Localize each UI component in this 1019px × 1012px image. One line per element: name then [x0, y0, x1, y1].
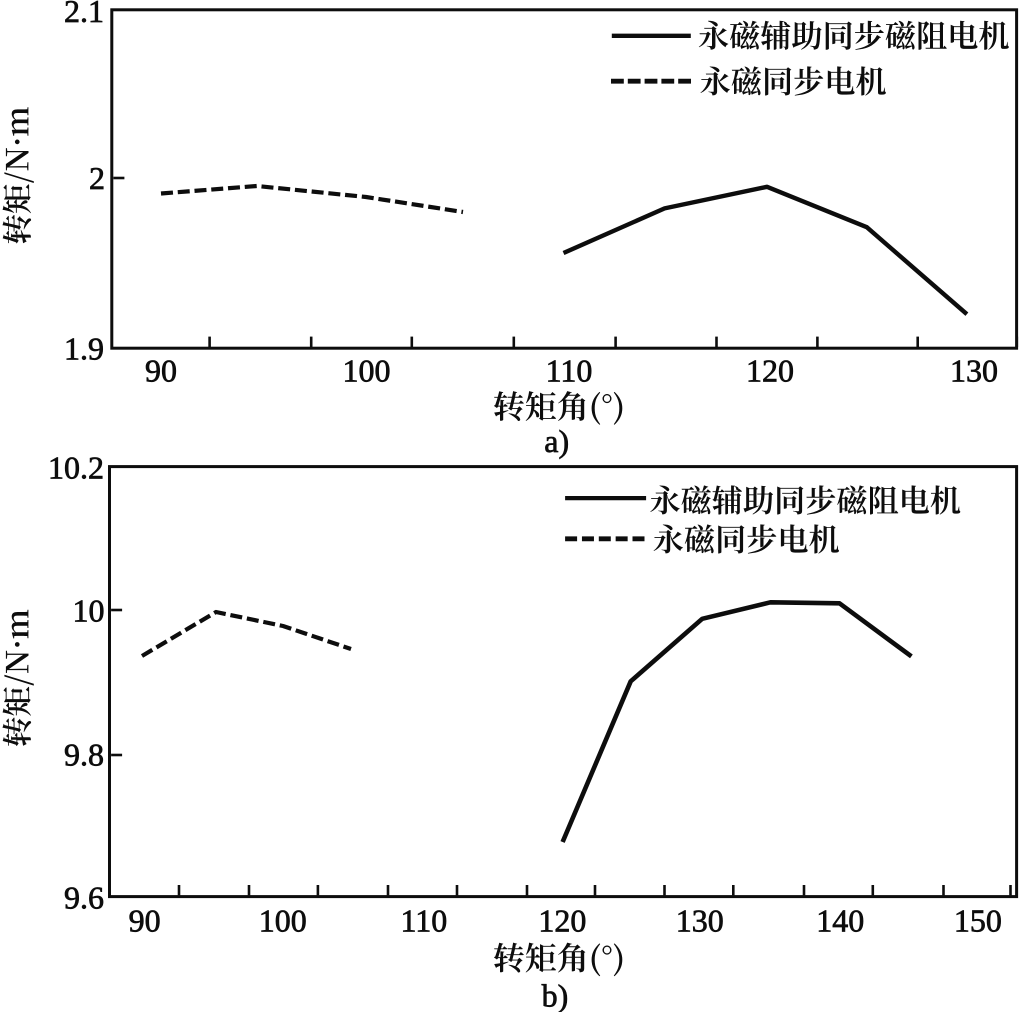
- svg-text:2.1: 2.1: [64, 0, 104, 29]
- svg-text:9.6: 9.6: [64, 880, 104, 916]
- svg-text:10: 10: [73, 592, 105, 628]
- svg-text:b): b): [542, 978, 569, 1012]
- svg-text:a): a): [544, 423, 569, 459]
- svg-text:9.8: 9.8: [64, 736, 104, 772]
- svg-text:1.9: 1.9: [64, 331, 104, 367]
- svg-text:150: 150: [954, 903, 1002, 939]
- svg-text:120: 120: [538, 903, 586, 939]
- svg-text:140: 140: [816, 903, 864, 939]
- svg-text:90: 90: [129, 903, 161, 939]
- svg-text:10.2: 10.2: [48, 450, 104, 486]
- svg-text:130: 130: [676, 903, 724, 939]
- svg-text:120: 120: [746, 353, 794, 389]
- svg-text:2: 2: [89, 160, 105, 196]
- svg-text:100: 100: [343, 353, 391, 389]
- svg-text:130: 130: [950, 353, 998, 389]
- svg-text:110: 110: [546, 353, 593, 389]
- svg-text:90: 90: [145, 353, 177, 389]
- svg-text:110: 110: [400, 903, 447, 939]
- svg-text:100: 100: [259, 903, 307, 939]
